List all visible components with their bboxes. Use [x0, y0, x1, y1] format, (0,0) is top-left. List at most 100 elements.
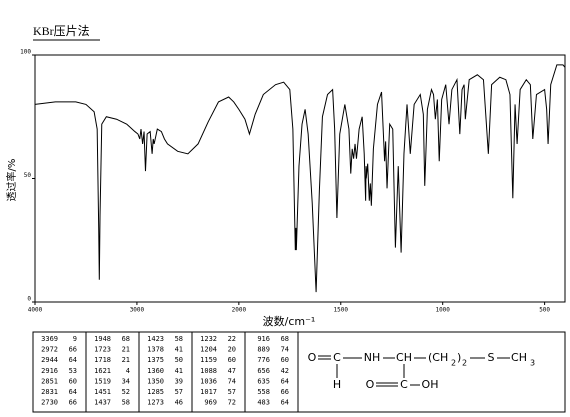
atom: NH: [364, 351, 381, 364]
y-tick-label: 50: [24, 172, 32, 179]
atom: 2: [462, 359, 467, 368]
peak-transmittance: 64: [69, 356, 77, 364]
peak-wavenumber: 1378: [147, 346, 164, 354]
peak-transmittance: 66: [69, 399, 77, 407]
atom: (CH: [428, 351, 448, 364]
y-tick-label: 0: [27, 296, 31, 303]
peak-transmittance: 41: [175, 367, 183, 375]
peak-wavenumber: 2851: [41, 377, 58, 385]
y-axis-label: 透过率/%: [5, 159, 18, 202]
chart-title: KBr压片法: [33, 24, 90, 38]
peak-wavenumber: 1948: [94, 335, 111, 343]
peak-wavenumber: 1159: [200, 356, 217, 364]
x-tick-label: 1500: [334, 307, 349, 314]
peak-wavenumber: 483: [257, 399, 270, 407]
peak-transmittance: 39: [175, 377, 183, 385]
peak-wavenumber: 1232: [200, 335, 217, 343]
atom: S: [488, 351, 495, 364]
peak-wavenumber: 656: [257, 367, 270, 375]
peak-wavenumber: 1451: [94, 388, 111, 396]
peak-wavenumber: 1273: [147, 399, 164, 407]
peak-wavenumber: 1423: [147, 335, 164, 343]
peak-transmittance: 68: [122, 335, 130, 343]
atom: CH: [511, 351, 527, 364]
peak-transmittance: 60: [281, 356, 289, 364]
x-tick-label: 4000: [28, 307, 43, 314]
peak-transmittance: 42: [281, 367, 289, 375]
peak-wavenumber: 1036: [200, 377, 217, 385]
peak-wavenumber: 1621: [94, 367, 111, 375]
peak-wavenumber: 1375: [147, 356, 164, 364]
peak-transmittance: 52: [122, 388, 130, 396]
peak-wavenumber: 1519: [94, 377, 111, 385]
structure: O C NH CH (CH 2 ) 2 S CH 3 H O C OH: [308, 351, 535, 391]
peak-wavenumber: 1718: [94, 356, 111, 364]
x-tick-label: 1000: [435, 307, 450, 314]
peak-transmittance: 22: [228, 335, 236, 343]
peak-transmittance: 60: [69, 377, 77, 385]
peak-transmittance: 41: [175, 346, 183, 354]
peak-transmittance: 66: [69, 346, 77, 354]
y-tick-label: 100: [20, 49, 31, 56]
peak-wavenumber: 1285: [147, 388, 164, 396]
peak-wavenumber: 969: [204, 399, 217, 407]
peak-transmittance: 58: [175, 335, 183, 343]
x-tick-label: 2000: [232, 307, 247, 314]
x-tick-label: 3000: [130, 307, 145, 314]
peak-wavenumber: 1088: [200, 367, 217, 375]
atom: O: [308, 351, 317, 364]
atom: H: [333, 378, 341, 391]
peak-transmittance: 57: [228, 388, 236, 396]
peak-transmittance: 64: [281, 377, 289, 385]
peak-transmittance: 64: [69, 388, 77, 396]
structure-frame: [297, 331, 566, 413]
peak-transmittance: 4: [126, 367, 130, 375]
peak-wavenumber: 916: [257, 335, 270, 343]
peak-wavenumber: 1204: [200, 346, 217, 354]
peak-wavenumber: 776: [257, 356, 270, 364]
peak-wavenumber: 2916: [41, 367, 58, 375]
peak-wavenumber: 558: [257, 388, 270, 396]
atom: ): [457, 351, 461, 364]
x-tick-label: 500: [539, 307, 550, 314]
peak-transmittance: 74: [281, 346, 289, 354]
atom: OH: [422, 378, 439, 391]
peak-transmittance: 66: [281, 388, 289, 396]
peak-wavenumber: 889: [257, 346, 270, 354]
peak-wavenumber: 1350: [147, 377, 164, 385]
peak-transmittance: 47: [228, 367, 236, 375]
peak-wavenumber: 1017: [200, 388, 217, 396]
atom: 3: [530, 359, 535, 368]
peak-transmittance: 50: [175, 356, 183, 364]
x-axis-label: 波数/cm⁻¹: [263, 315, 316, 328]
peak-wavenumber: 1360: [147, 367, 164, 375]
peak-wavenumber: 635: [257, 377, 270, 385]
peak-transmittance: 57: [175, 388, 183, 396]
peak-transmittance: 20: [228, 346, 236, 354]
spectrum-line: [34, 64, 566, 293]
peak-wavenumber: 2944: [41, 356, 58, 364]
peak-transmittance: 68: [281, 335, 289, 343]
peak-wavenumber: 1723: [94, 346, 111, 354]
peak-wavenumber: 2972: [41, 346, 58, 354]
atom: CH: [396, 351, 412, 364]
peak-transmittance: 72: [228, 399, 236, 407]
atom: 2: [451, 359, 456, 368]
peak-transmittance: 53: [69, 367, 77, 375]
atom: C: [400, 378, 408, 391]
peak-transmittance: 64: [281, 399, 289, 407]
peak-wavenumber: 3369: [41, 335, 58, 343]
peak-wavenumber: 1437: [94, 399, 111, 407]
peak-transmittance: 74: [228, 377, 236, 385]
peak-transmittance: 9: [73, 335, 77, 343]
atom: C: [333, 351, 341, 364]
peak-transmittance: 34: [122, 377, 130, 385]
plot-frame: [34, 54, 566, 303]
peak-transmittance: 60: [228, 356, 236, 364]
peak-wavenumber: 2831: [41, 388, 58, 396]
atom: O: [366, 378, 375, 391]
peak-transmittance: 21: [122, 346, 130, 354]
peak-transmittance: 58: [122, 399, 130, 407]
